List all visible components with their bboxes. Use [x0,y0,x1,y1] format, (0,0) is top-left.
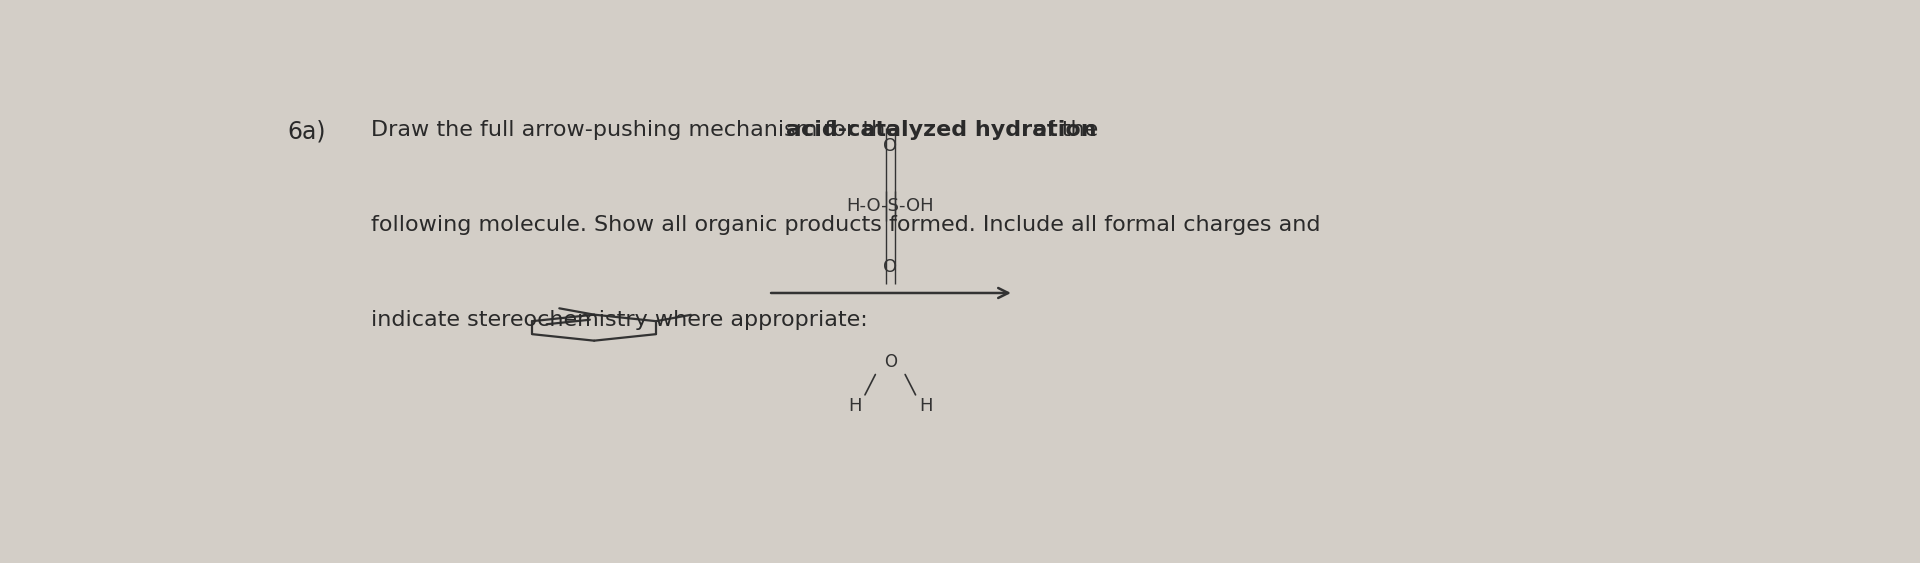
Text: O: O [883,258,897,276]
Text: following molecule. Show all organic products formed. Include all formal charges: following molecule. Show all organic pro… [371,215,1321,235]
Text: H-O-S-OH: H-O-S-OH [847,197,933,215]
Text: of the: of the [1027,119,1098,140]
Text: acid-catalyzed hydration: acid-catalyzed hydration [785,119,1096,140]
Text: H: H [920,397,933,415]
Text: O: O [883,137,897,155]
Text: O: O [883,354,897,372]
Text: H: H [849,397,862,415]
Text: indicate stereochemistry where appropriate:: indicate stereochemistry where appropria… [371,310,868,330]
Text: 6a): 6a) [288,119,326,144]
Text: Draw the full arrow-pushing mechanism for the: Draw the full arrow-pushing mechanism fo… [371,119,906,140]
